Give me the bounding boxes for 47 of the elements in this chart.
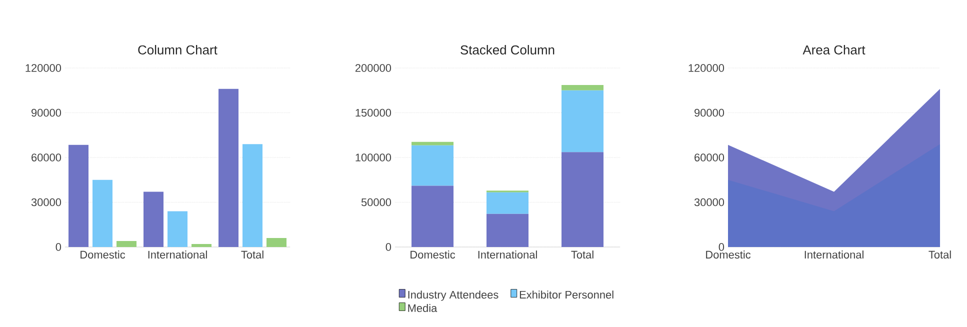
y-tick-label: 30000 (31, 198, 62, 206)
y-tick-label: 60000 (32, 154, 62, 162)
y-tick-label: 30000 (694, 198, 724, 206)
y-tick-label: 200000 (355, 64, 392, 72)
x-tick-label: Domestic (706, 250, 751, 259)
x-tick-label: International (804, 250, 864, 259)
legend-label: Industry Attendees (408, 290, 498, 301)
bar (168, 211, 188, 247)
y-tick-label: 0 (56, 243, 62, 251)
y-tick-label: 150000 (356, 108, 392, 117)
bar (218, 88, 238, 247)
legend-label: Media (408, 304, 438, 312)
y-tick-label: 0 (718, 243, 724, 251)
chart-title: Column Chart (138, 44, 218, 54)
y-tick-label: 120000 (688, 64, 724, 72)
x-tick-label: International (478, 250, 537, 259)
bar (412, 145, 454, 186)
bar (562, 85, 604, 90)
y-tick-label: 60000 (694, 154, 724, 162)
bar (192, 244, 212, 247)
bar (242, 144, 262, 247)
y-tick-label: 50000 (361, 198, 392, 206)
chart-title: Stacked Column (460, 44, 554, 54)
x-tick-label: Total (571, 250, 594, 259)
x-tick-label: International (148, 250, 207, 259)
bar (116, 241, 136, 247)
legend-label: Exhibitor Personnel (520, 290, 614, 299)
bar (144, 192, 164, 247)
x-tick-label: Domestic (410, 250, 456, 259)
bar (68, 144, 88, 247)
y-tick-label: 90000 (694, 108, 724, 117)
x-tick-label: Total (241, 250, 264, 259)
bar (562, 152, 604, 247)
bar (562, 90, 604, 152)
y-tick-label: 120000 (26, 64, 62, 72)
bar (412, 142, 454, 146)
x-tick-label: Total (928, 250, 951, 259)
chart-title: Area Chart (802, 44, 866, 54)
x-tick-label: Domestic (80, 250, 126, 259)
bar (266, 238, 286, 247)
bar (486, 214, 529, 247)
y-tick-label: 90000 (32, 108, 62, 117)
bar (486, 192, 529, 214)
bar (92, 180, 112, 247)
y-tick-label: 100000 (356, 154, 392, 162)
y-tick-label: 0 (386, 243, 392, 251)
bar (412, 186, 454, 247)
